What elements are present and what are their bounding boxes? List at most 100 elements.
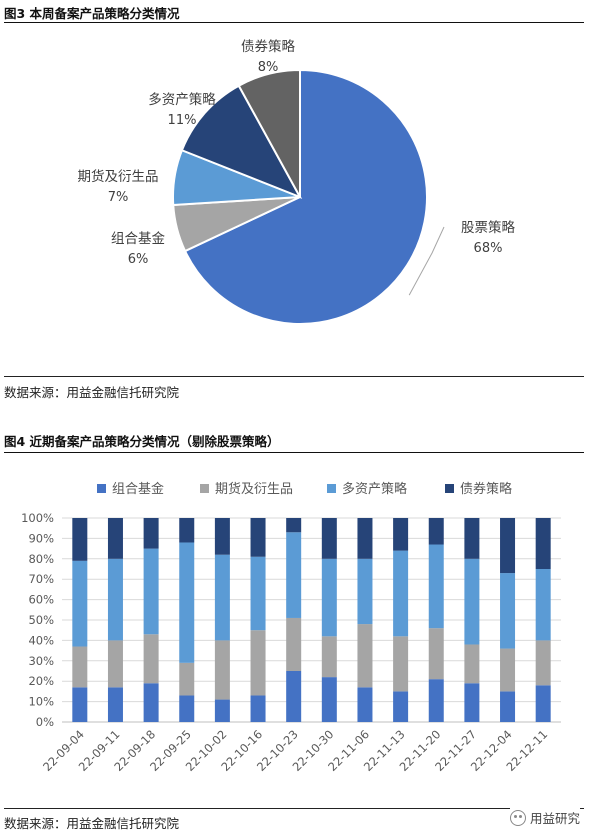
pie-leader-line [408,226,445,296]
y-tick-label-4: 40% [28,633,54,647]
figure3-title: 图3 本周备案产品策略分类情况 [4,6,180,21]
bar-segment-4-13 [500,518,516,574]
bar-segment-2-5 [214,640,230,700]
y-tick-label-1: 10% [28,695,54,709]
pie-label-2: 组合基金 [111,230,165,247]
figure4-title: 图4 近期备案产品策略分类情况（剔除股票策略） [4,434,280,449]
wechat-icon [509,809,526,826]
bar-segment-3-7 [286,532,302,618]
figure4-top-rule [4,452,584,453]
bar-segment-2-12 [464,644,480,684]
bar-segment-1-4 [179,695,195,722]
pie-label-5: 债券策略 [241,38,295,55]
bar-segment-2-8 [321,636,337,678]
bar-segment-3-4 [179,542,195,663]
pie-value-label-5: 8% [258,60,279,75]
bar-segment-2-7 [286,617,302,671]
legend-swatch-1 [97,484,106,493]
y-tick-label-2: 20% [28,674,54,688]
pie-label-3: 期货及衍生品 [78,168,159,185]
watermark: 用益研究 [509,808,580,827]
bar-segment-1-6 [250,695,266,722]
legend-swatch-2 [200,484,209,493]
legend-label-3: 多资产策略 [342,481,407,497]
pie-value-label-1: 68% [474,241,503,256]
bar-segment-4-5 [214,518,230,555]
y-tick-label-9: 90% [28,531,54,545]
bar-segment-1-1 [72,687,88,722]
bar-segment-4-11 [428,518,444,545]
bar-segment-4-9 [357,518,373,559]
pie-value-label-4: 11% [168,113,197,128]
figure3-top-rule [4,22,584,23]
bar-segment-4-3 [143,518,159,549]
bar-segment-1-3 [143,683,159,722]
figure4-source: 数据来源：用益金融信托研究院 [4,816,180,831]
bar-segment-4-6 [250,518,266,557]
bar-segment-1-13 [500,691,516,722]
figure3-source: 数据来源：用益金融信托研究院 [4,385,180,400]
watermark-text: 用益研究 [529,811,580,826]
bar-segment-2-3 [143,634,159,684]
pie-slice-1 [183,68,428,325]
legend-swatch-4 [445,484,454,493]
bar-segment-1-8 [321,677,337,722]
figure4-bottom-rule [4,808,584,809]
bar-segment-3-2 [107,558,123,641]
bar-segment-1-2 [107,687,123,722]
bar-segment-1-9 [357,687,373,722]
pie-slice-5 [237,68,301,198]
bar-segment-4-14 [535,518,551,569]
bar-segment-1-14 [535,685,551,722]
pie-value-label-2: 6% [128,252,149,267]
bar-segment-2-10 [393,636,409,692]
bar-segment-4-7 [286,518,302,533]
bar-segment-4-1 [72,518,88,561]
bar-segment-3-13 [500,573,516,649]
bar-segment-4-12 [464,518,480,559]
bar-segment-3-6 [250,556,266,631]
y-tick-label-7: 70% [28,572,54,586]
legend-swatch-3 [327,484,336,493]
legend-label-1: 组合基金 [112,481,164,497]
y-tick-label-5: 50% [28,613,54,627]
y-tick-label-0: 0% [36,715,54,729]
bar-segment-2-6 [250,630,266,696]
pie-slice-4 [180,84,303,199]
bar-segment-1-7 [286,671,302,722]
stacked-bar-chart: 组合基金 期货及衍生品 多资产策略 债券策略 0% 10% 20% 30% 40% 50% 60% 7… [21,481,561,774]
legend-label-2: 期货及衍生品 [215,481,293,497]
pie-label-1: 股票策略 [461,219,515,236]
y-tick-label-10: 100% [21,511,54,525]
bar-segment-2-9 [357,624,373,688]
pie-label-4: 多资产策略 [148,91,216,108]
legend-label-4: 债券策略 [460,481,512,497]
bar-segment-3-8 [321,558,337,637]
bar-segment-3-14 [535,569,551,641]
bar-segment-2-14 [535,640,551,686]
bar-segment-1-12 [464,683,480,722]
bar-segment-3-1 [72,560,88,647]
bar-segment-2-1 [72,646,88,688]
bar-segment-3-5 [214,554,230,641]
y-tick-label-6: 60% [28,593,54,607]
bar-segment-2-4 [179,662,195,696]
bar-segment-4-4 [179,518,195,543]
pie-value-label-3: 7% [108,190,129,205]
y-tick-label-3: 30% [28,654,54,668]
bar-segment-3-10 [393,550,409,637]
figure3-bottom-rule [4,376,584,377]
bar-segment-2-13 [500,648,516,692]
bar-segment-3-9 [357,558,373,625]
bar-segment-3-3 [143,548,159,635]
bar-segment-4-8 [321,518,337,559]
bar-segment-1-11 [428,679,444,722]
bar-segment-2-11 [428,628,444,680]
bar-segment-3-12 [464,558,480,645]
pie-chart: 股票策略 68% 组合基金 6% 期货及衍生品 7% 多资产策略 11% 债券策略 8% [78,38,515,325]
bar-segment-2-2 [107,640,123,688]
bar-segment-4-2 [107,518,123,559]
bar-segment-3-11 [428,544,444,629]
bar-segment-1-10 [393,691,409,722]
bar-segment-1-5 [214,699,230,722]
